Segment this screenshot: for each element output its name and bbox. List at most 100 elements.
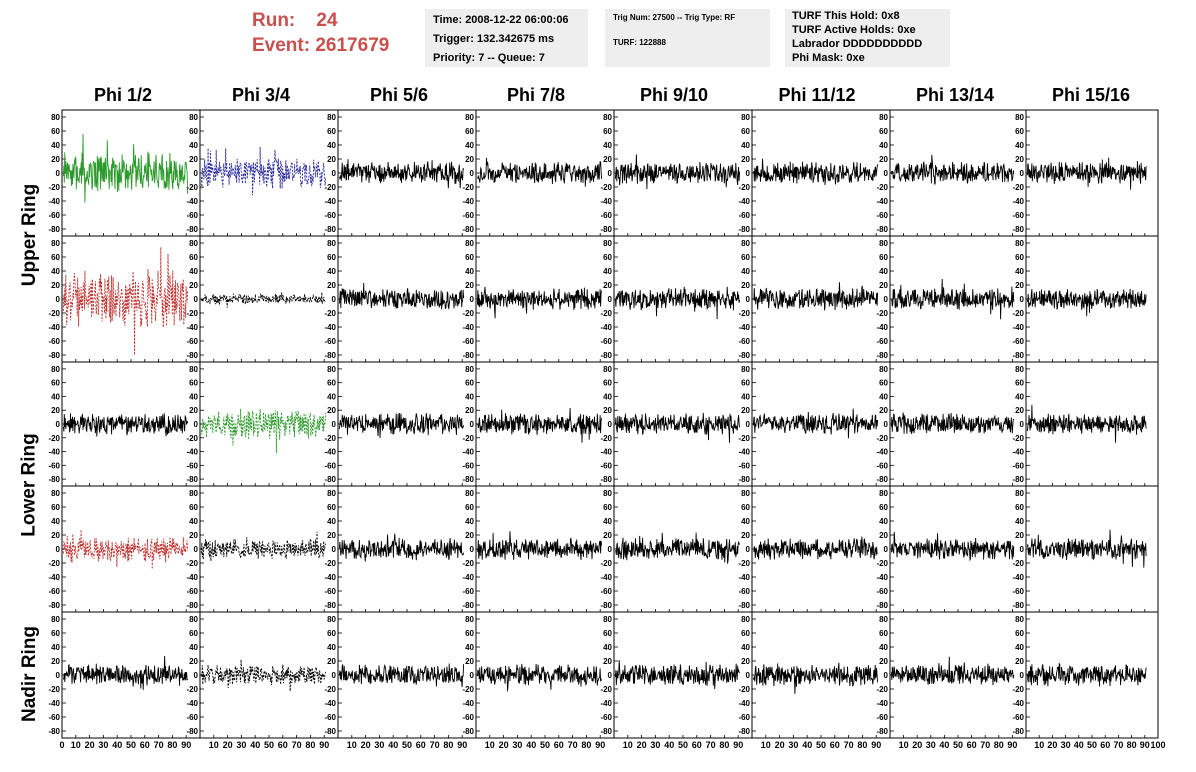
y-tick-label: 60 xyxy=(51,503,60,512)
waveform-trace xyxy=(338,412,465,439)
y-tick-label: -40 xyxy=(186,573,198,582)
x-tick-label: 10 xyxy=(761,740,771,750)
y-tick-label: 40 xyxy=(465,141,474,150)
y-tick-label: -40 xyxy=(462,448,474,457)
y-tick-label: -60 xyxy=(1012,587,1024,596)
y-tick-label: -60 xyxy=(462,713,474,722)
y-tick-label: -20 xyxy=(876,309,888,318)
x-tick-label: 10 xyxy=(347,740,357,750)
column-header-phi-13-14: Phi 13/14 xyxy=(915,85,995,105)
y-tick-label: 80 xyxy=(465,113,474,122)
y-tick-label: 80 xyxy=(51,239,60,248)
x-tick-label: 50 xyxy=(953,740,963,750)
y-tick-label: -20 xyxy=(876,685,888,694)
y-tick-label: -40 xyxy=(186,323,198,332)
y-tick-label: -40 xyxy=(324,573,336,582)
x-tick-label: 50 xyxy=(126,740,136,750)
y-tick-label: 40 xyxy=(465,517,474,526)
y-tick-label: 80 xyxy=(741,239,750,248)
y-tick-label: 80 xyxy=(189,239,198,248)
y-tick-label: 60 xyxy=(327,503,336,512)
turf-info-box: TURF This Hold: 0x8 TURF Active Holds: 0… xyxy=(785,9,950,67)
x-tick-label: 10 xyxy=(1034,740,1044,750)
y-tick-label: -60 xyxy=(462,461,474,470)
y-tick-label: 0 xyxy=(746,169,751,178)
x-tick-label: 80 xyxy=(1127,740,1137,750)
y-tick-label: -40 xyxy=(48,573,60,582)
y-tick-label: -40 xyxy=(48,448,60,457)
y-tick-label: -20 xyxy=(48,559,60,568)
y-tick-label: 40 xyxy=(741,643,750,652)
y-tick-label: 60 xyxy=(741,503,750,512)
y-tick-label: 20 xyxy=(465,531,474,540)
x-tick-label: 10 xyxy=(623,740,633,750)
x-tick-label: 20 xyxy=(361,740,371,750)
turf-line: TURF: 122888 xyxy=(613,38,666,47)
y-tick-label: 20 xyxy=(189,281,198,290)
y-tick-label: -20 xyxy=(462,434,474,443)
trig-line: Trig Num: 27500 -- Trig Type: RF xyxy=(613,13,736,22)
y-tick-label: 40 xyxy=(51,643,60,652)
y-tick-label: -60 xyxy=(186,461,198,470)
y-tick-label: 0 xyxy=(1020,545,1025,554)
y-tick-label: 60 xyxy=(603,629,612,638)
x-tick-label: 30 xyxy=(788,740,798,750)
y-tick-label: 60 xyxy=(741,379,750,388)
waveform-trace xyxy=(1026,157,1147,190)
y-tick-label: 20 xyxy=(189,531,198,540)
y-tick-label: -60 xyxy=(186,587,198,596)
y-tick-label: -40 xyxy=(600,573,612,582)
y-tick-label: -20 xyxy=(738,559,750,568)
y-tick-label: 40 xyxy=(51,517,60,526)
y-tick-label: 80 xyxy=(189,113,198,122)
x-tick-label: 30 xyxy=(374,740,384,750)
y-tick-label: -80 xyxy=(876,601,888,610)
y-tick-label: 80 xyxy=(51,489,60,498)
y-tick-label: -60 xyxy=(1012,211,1024,220)
panel-r3-c7: 80 60 40 20 0 -20 -40 -60 -80 xyxy=(1012,485,1159,613)
panel-r2-c4: 80 60 40 20 0 -20 -40 -60 -80 xyxy=(600,361,753,487)
y-tick-label: -80 xyxy=(186,351,198,360)
x-tick-label: 70 xyxy=(1113,740,1123,750)
x-tick-label: 30 xyxy=(926,740,936,750)
event-label: Event: xyxy=(252,35,311,56)
column-header-phi-3-4: Phi 3/4 xyxy=(231,85,291,105)
y-tick-label: 20 xyxy=(51,657,60,666)
y-tick-label: 0 xyxy=(194,671,199,680)
y-tick-label: 40 xyxy=(465,392,474,401)
y-tick-label: 40 xyxy=(879,267,888,276)
waveform-trace xyxy=(200,292,326,308)
y-tick-label: -60 xyxy=(324,211,336,220)
y-tick-label: 80 xyxy=(1015,113,1024,122)
y-tick-label: 80 xyxy=(51,113,60,122)
y-tick-label: 40 xyxy=(1015,141,1024,150)
y-tick-label: 20 xyxy=(189,657,198,666)
y-tick-label: -20 xyxy=(462,309,474,318)
x-tick-label: 60 xyxy=(554,740,564,750)
y-tick-label: 60 xyxy=(465,253,474,262)
x-tick-label: 20 xyxy=(775,740,785,750)
y-tick-label: 0 xyxy=(1020,169,1025,178)
x-tick-label: 30 xyxy=(236,740,246,750)
y-tick-label: -20 xyxy=(462,685,474,694)
y-tick-label: -60 xyxy=(48,587,60,596)
waveform-trace xyxy=(477,407,603,443)
y-tick-label: 80 xyxy=(465,365,474,374)
y-tick-label: 80 xyxy=(189,615,198,624)
column-header-phi-11-12: Phi 11/12 xyxy=(778,85,856,105)
y-tick-label: 40 xyxy=(189,517,198,526)
y-tick-label: 0 xyxy=(56,169,61,178)
y-tick-label: -60 xyxy=(600,587,612,596)
y-tick-label: 40 xyxy=(1015,392,1024,401)
x-tick-label: 80 xyxy=(581,740,591,750)
y-tick-label: 80 xyxy=(465,239,474,248)
y-tick-label: 80 xyxy=(1015,615,1024,624)
y-tick-label: -80 xyxy=(600,475,612,484)
y-tick-label: 80 xyxy=(603,615,612,624)
y-tick-label: -40 xyxy=(876,197,888,206)
y-tick-label: 80 xyxy=(327,365,336,374)
x-tick-label: 20 xyxy=(637,740,647,750)
labrador-line: Labrador DDDDDDDDDD xyxy=(792,38,923,50)
